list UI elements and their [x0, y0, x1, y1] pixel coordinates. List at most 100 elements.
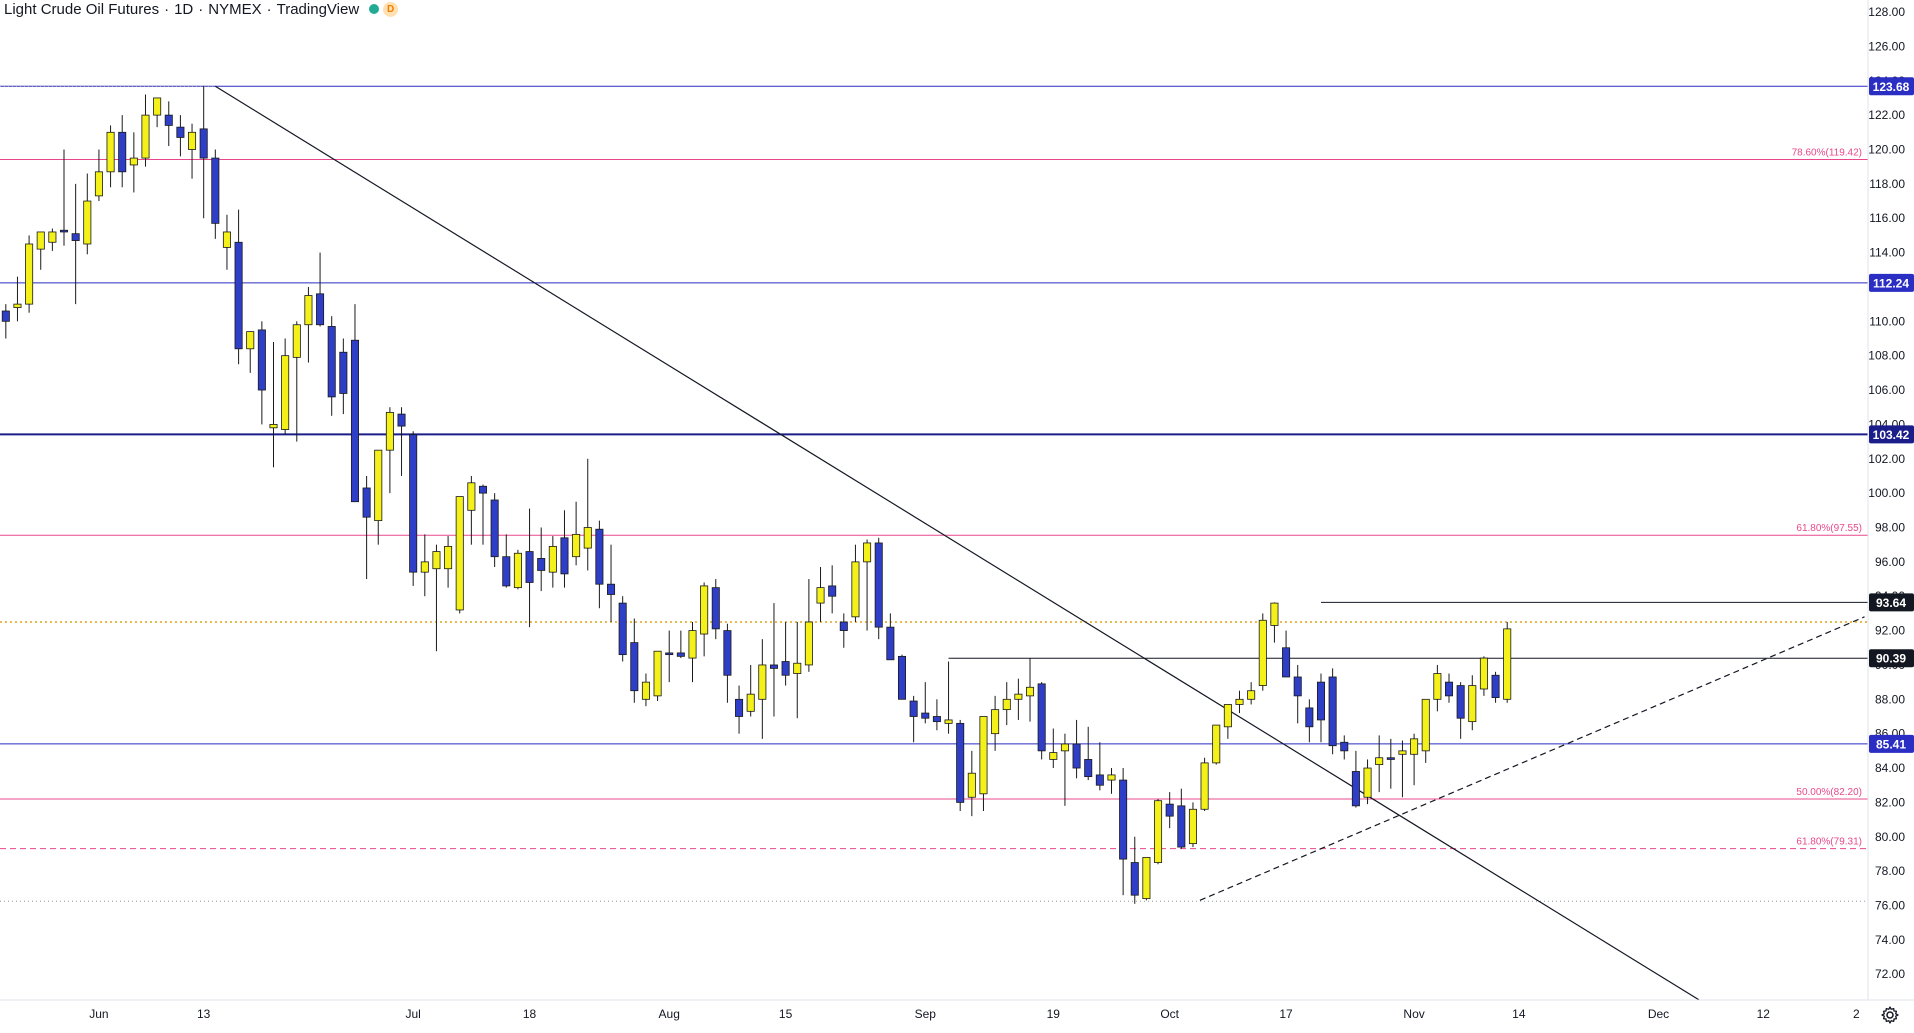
time-tick-label: 14	[1512, 1007, 1526, 1021]
candle-body	[1456, 685, 1465, 719]
candle-body	[897, 655, 907, 700]
candle-body	[1060, 743, 1069, 752]
candle-body	[1095, 774, 1104, 786]
candle-body	[1305, 707, 1314, 728]
interval-label[interactable]: 1D	[174, 0, 194, 18]
candle-body	[688, 630, 697, 659]
symbol-name[interactable]: Light Crude Oil Futures	[4, 0, 160, 18]
candle-body	[164, 114, 173, 126]
price-tag	[1869, 649, 1914, 668]
price-tag-label: 123.68	[1873, 80, 1910, 94]
candle-body	[1398, 750, 1407, 755]
candle-body	[1328, 676, 1337, 747]
candle-body	[1014, 693, 1023, 700]
candle-body	[444, 545, 453, 570]
candle-body	[1154, 800, 1163, 863]
candle-body	[478, 485, 488, 494]
price-tag	[1869, 425, 1914, 444]
price-tick-label: 76.00	[1875, 898, 1905, 912]
candle-body	[874, 542, 883, 628]
time-tick-label: 19	[1047, 1007, 1061, 1021]
candle-body	[1026, 686, 1035, 697]
candle-body	[222, 231, 231, 248]
candle-body	[641, 681, 650, 700]
candle-body	[257, 329, 266, 391]
candle-body	[1188, 808, 1197, 845]
price-tick-label: 72.00	[1875, 967, 1905, 981]
candle-body	[432, 551, 441, 570]
candle-body	[1212, 724, 1221, 764]
candle-body	[1002, 698, 1011, 711]
candle-body	[967, 772, 976, 798]
candle-body	[188, 131, 197, 150]
candle-body	[1165, 803, 1174, 817]
candle-body	[385, 411, 394, 451]
candle-body	[1421, 698, 1430, 752]
time-tick-label: Aug	[659, 1007, 680, 1021]
candle-body	[269, 423, 278, 429]
candle-body	[979, 716, 988, 795]
market-status-dot-icon[interactable]	[369, 4, 380, 14]
price-axis-background	[1868, 0, 1914, 1028]
price-tick-label: 114.00	[1869, 246, 1905, 260]
candle-body	[1503, 628, 1512, 700]
candle-body	[513, 552, 522, 589]
candle-body	[129, 157, 138, 166]
candle-body	[944, 719, 953, 724]
fib-level-label: 50.00%(82.20)	[1796, 787, 1862, 798]
fib-level-label: 61.80%(97.55)	[1796, 523, 1862, 534]
candle-body	[1, 310, 10, 322]
price-tick-label: 80.00	[1875, 830, 1905, 844]
candle-body	[1479, 657, 1488, 690]
price-tag	[1869, 77, 1914, 96]
candle-body	[723, 630, 732, 676]
candle-body	[374, 449, 383, 522]
candle-body	[199, 128, 208, 159]
price-tag	[1869, 273, 1914, 292]
candle-body	[153, 97, 162, 116]
candle-body	[118, 131, 127, 173]
candle-body	[1445, 681, 1454, 697]
candle-body	[863, 542, 872, 563]
header-separator: ·	[198, 0, 204, 18]
price-tick-label: 118.00	[1869, 177, 1905, 191]
candle-body	[828, 585, 837, 597]
candle-body	[281, 355, 290, 430]
time-axis-layer: Jun 13 Jul 18 Aug 15 Sep 19 Oct 17 Nov 14 Dec 12 2	[0, 999, 1914, 1021]
settings-gear-icon[interactable]	[1880, 1005, 1900, 1025]
candle-body	[1223, 704, 1232, 728]
candle-body	[839, 621, 848, 631]
candle-body	[1119, 779, 1128, 860]
candle-body	[1235, 698, 1244, 705]
candle-body	[25, 243, 34, 305]
price-tick-label: 78.00	[1875, 864, 1905, 878]
candle-body	[1270, 602, 1279, 626]
time-tick-label: 13	[197, 1007, 211, 1021]
data-status-badge[interactable]: D	[383, 1, 399, 17]
time-tick-label: 15	[779, 1007, 793, 1021]
candle-body	[735, 698, 744, 717]
candle-body	[1049, 752, 1058, 760]
candle-body	[537, 558, 546, 571]
candle-body	[781, 661, 790, 676]
exchange-label: NYMEX	[208, 0, 262, 18]
candle-body	[653, 650, 662, 697]
header-separator: ·	[164, 0, 170, 18]
price-tick-label: 128.00	[1868, 5, 1905, 19]
candle-body	[304, 295, 313, 326]
candle-body	[1282, 647, 1291, 678]
candle-body	[758, 664, 767, 700]
candle-body	[420, 561, 429, 573]
source-label: TradingView	[276, 0, 360, 18]
candle-body	[502, 556, 511, 587]
candle-body	[886, 626, 895, 661]
candle-body	[316, 293, 325, 326]
price-tick-label: 100.00	[1868, 486, 1905, 500]
candle-body	[630, 642, 639, 692]
candle-body	[1351, 771, 1360, 807]
candle-body	[618, 602, 627, 656]
time-tick-label: Oct	[1160, 1007, 1179, 1021]
price-tag-label: 93.64	[1876, 596, 1906, 610]
